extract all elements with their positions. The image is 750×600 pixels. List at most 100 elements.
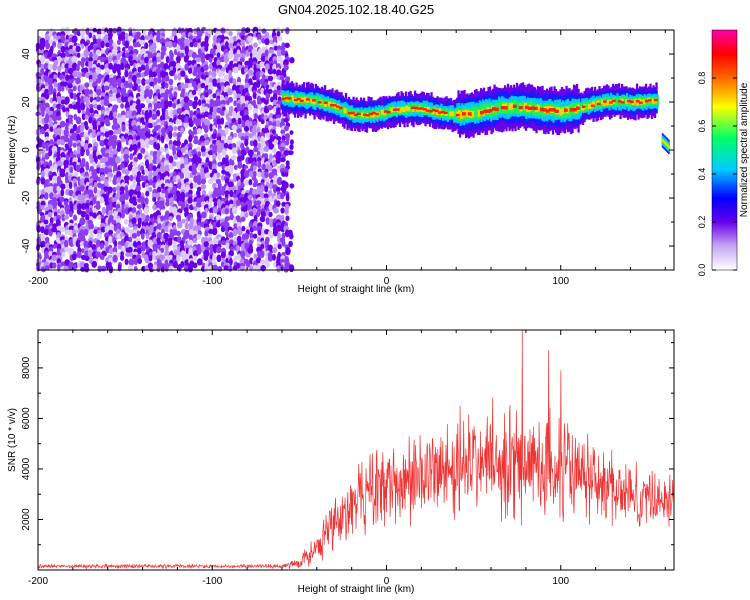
- heatmap-cell: [92, 212, 97, 219]
- heatmap-cell: [160, 247, 165, 253]
- colorbar-tick-label: 0.6: [697, 120, 707, 133]
- heatmap-cell: [77, 108, 81, 114]
- heatmap-cell: [144, 258, 150, 264]
- ridge-segment: [554, 109, 559, 113]
- heatmap-cell: [71, 35, 78, 43]
- heatmap-cell: [111, 48, 118, 56]
- heatmap-cell: [136, 99, 141, 106]
- ridge-segment: [629, 100, 634, 103]
- heatmap-cell: [43, 62, 49, 71]
- heatmap-cell: [47, 63, 54, 71]
- snr-ylabel: SNR (10 * v/v): [7, 408, 18, 472]
- heatmap-cell: [52, 41, 57, 48]
- ridge-segment: [590, 104, 595, 107]
- heatmap-cell: [253, 139, 258, 148]
- heatmap-cell: [108, 229, 114, 236]
- heatmap-cell: [139, 103, 146, 109]
- heatmap-cell: [160, 204, 166, 210]
- heatmap-cell: [56, 214, 61, 221]
- heatmap-cell: [243, 126, 250, 132]
- heatmap-cell: [260, 184, 265, 193]
- heatmap-cell: [277, 36, 283, 42]
- heatmap-cell: [276, 136, 282, 141]
- heatmap-cell: [144, 159, 150, 168]
- heatmap-cell: [144, 197, 149, 205]
- heatmap-cell: [159, 254, 166, 261]
- heatmap-cell: [176, 221, 183, 229]
- x-tick-label: -100: [202, 276, 222, 287]
- ridge-segment: [287, 97, 292, 100]
- heatmap-cell: [57, 55, 62, 63]
- heatmap-cell: [151, 232, 157, 239]
- heatmap-cell: [76, 153, 81, 159]
- heatmap-cell: [71, 229, 77, 235]
- heatmap-cell: [164, 103, 169, 110]
- heatmap-cell: [51, 53, 58, 59]
- heatmap-cell: [152, 181, 157, 189]
- heatmap-cell: [257, 160, 262, 169]
- heatmap-cell: [137, 258, 142, 265]
- heatmap-cell: [75, 77, 81, 85]
- heatmap-cell: [84, 82, 90, 88]
- heatmap-cell: [191, 89, 197, 96]
- x-tick-label: 100: [552, 276, 569, 287]
- ridge-segment: [305, 98, 310, 101]
- heatmap-cell: [140, 147, 146, 154]
- heatmap-cell: [172, 244, 179, 250]
- heatmap-cell: [237, 117, 242, 125]
- heatmap-cell: [267, 89, 273, 94]
- snr-frame: [37, 329, 675, 571]
- heatmap-cell: [188, 120, 194, 128]
- heatmap-cell: [109, 204, 113, 212]
- heatmap-cell: [187, 196, 193, 204]
- heatmap-cell: [203, 253, 209, 262]
- heatmap-cell: [160, 45, 167, 53]
- heatmap-cell: [56, 139, 61, 145]
- heatmap-cell: [167, 40, 173, 49]
- y-tick-label: 2000: [21, 508, 32, 531]
- heatmap-cell: [228, 96, 233, 103]
- heatmap-cell: [40, 55, 46, 63]
- heatmap-cell: [233, 132, 238, 138]
- heatmap-cell: [192, 183, 198, 189]
- heatmap-cell: [76, 31, 81, 37]
- heatmap-cell: [116, 39, 121, 46]
- heatmap-cell: [128, 236, 133, 243]
- heatmap-cell: [85, 103, 89, 109]
- heatmap-cell: [47, 89, 54, 95]
- heatmap-cell: [228, 250, 235, 257]
- heatmap-cell: [275, 158, 281, 164]
- heatmap-cell: [280, 192, 285, 200]
- heatmap-cell: [59, 139, 66, 146]
- ridge-segment: [561, 107, 565, 115]
- heatmap-cell: [289, 130, 294, 136]
- heatmap-cell: [240, 216, 246, 222]
- heatmap-cell: [41, 109, 45, 118]
- heatmap-cell: [231, 155, 237, 161]
- heatmap-cell: [160, 179, 165, 185]
- heatmap-cell: [124, 40, 130, 49]
- heatmap-cell: [88, 56, 94, 62]
- heatmap-cell: [115, 156, 122, 164]
- heatmap-cell: [117, 251, 122, 258]
- heatmap-cell: [176, 150, 183, 158]
- heatmap-cell: [140, 143, 146, 149]
- heatmap-cell: [113, 240, 118, 248]
- heatmap-cell: [62, 106, 66, 113]
- heatmap-cell: [247, 103, 253, 111]
- heatmap-cell: [140, 232, 145, 240]
- heatmap-cell: [99, 174, 105, 182]
- heatmap-cell: [152, 237, 158, 244]
- heatmap-cells: [35, 26, 295, 274]
- heatmap-cell: [129, 174, 134, 182]
- heatmap-cell: [289, 139, 294, 146]
- heatmap-cell: [231, 124, 238, 131]
- heatmap-cell: [272, 68, 277, 75]
- heatmap-cell: [263, 145, 270, 152]
- heatmap-cell: [260, 119, 265, 125]
- heatmap-cell: [228, 31, 233, 37]
- heatmap-cell: [163, 232, 170, 240]
- heatmap-cell: [89, 103, 94, 110]
- heatmap-cell: [95, 239, 101, 247]
